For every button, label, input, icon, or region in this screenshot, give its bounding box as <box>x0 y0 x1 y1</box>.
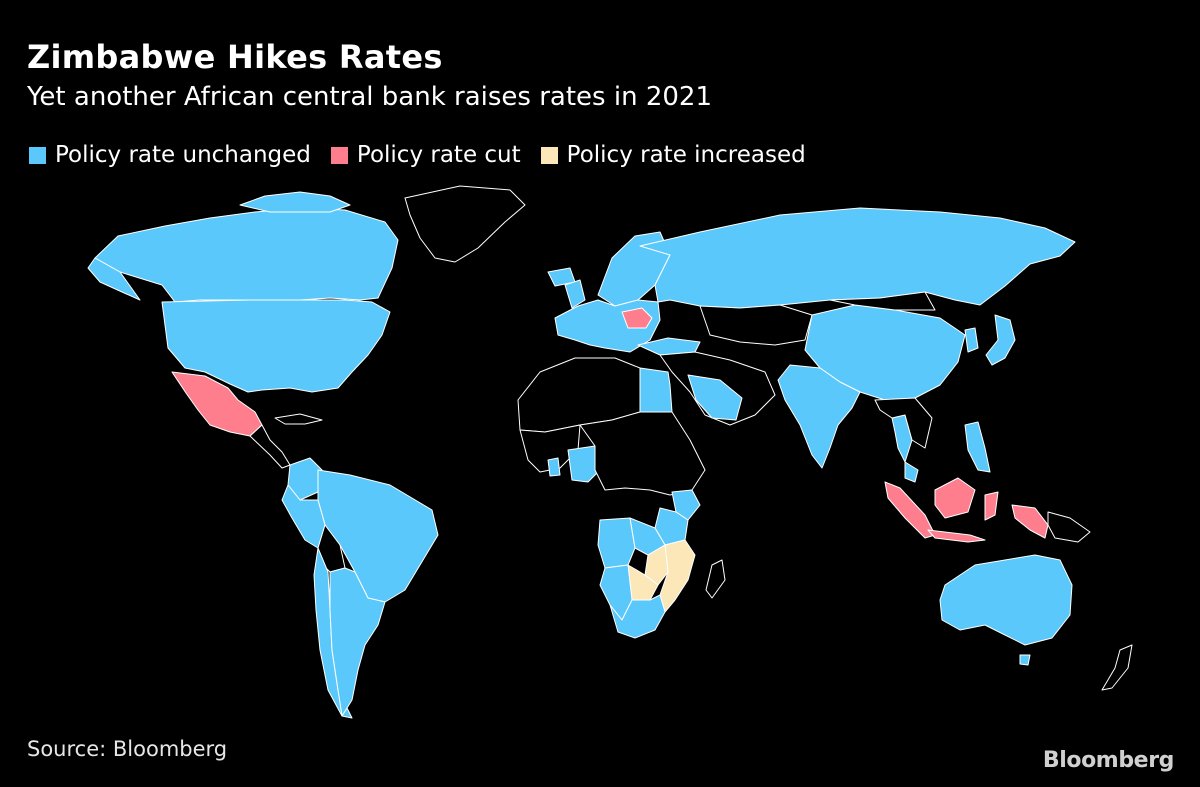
chart-title: Zimbabwe Hikes Rates <box>27 38 443 76</box>
country-mongolia <box>829 291 936 311</box>
legend-label-increased: Policy rate increased <box>566 142 806 168</box>
country-malaysia <box>904 461 919 483</box>
legend-swatch-cut <box>330 146 348 164</box>
country-saudi-arabia <box>687 374 743 421</box>
country-ghana <box>547 457 561 477</box>
legend-label-cut: Policy rate cut <box>356 142 521 168</box>
country-egypt <box>639 367 673 413</box>
country-japan <box>985 314 1016 366</box>
country-madagascar <box>705 559 726 599</box>
legend-item-cut: Policy rate cut <box>330 142 521 168</box>
country-papua-new-guinea <box>1047 511 1091 543</box>
country-indonesia-borneo <box>934 477 976 519</box>
country-new-zealand <box>1101 644 1133 691</box>
country-australia <box>939 554 1073 646</box>
country-south-africa <box>609 594 666 639</box>
country-turkey <box>637 337 701 356</box>
country-central-america <box>249 424 291 469</box>
country-canada <box>94 207 399 303</box>
legend: Policy rate unchanged Policy rate cut Po… <box>29 142 826 168</box>
country-angola <box>597 517 636 569</box>
legend-swatch-increased <box>540 146 558 164</box>
country-indonesia-papua <box>1011 504 1049 539</box>
country-argentina <box>329 567 386 717</box>
legend-swatch-unchanged <box>29 146 46 164</box>
country-southeast-asia <box>874 397 933 449</box>
country-indonesia-sumatra <box>884 481 936 539</box>
country-central-africa <box>579 411 706 496</box>
country-alaska <box>87 257 141 301</box>
country-caribbean <box>274 413 323 425</box>
country-uk <box>564 279 586 309</box>
country-russia <box>639 207 1076 309</box>
country-korea <box>964 327 979 353</box>
chart-subtitle: Yet another African central bank raises … <box>27 82 712 112</box>
country-canada-islands <box>239 191 351 213</box>
legend-item-unchanged: Policy rate unchanged <box>29 142 311 168</box>
country-zimbabwe <box>644 544 669 586</box>
legend-label-unchanged: Policy rate unchanged <box>55 142 311 168</box>
bloomberg-logo: Bloomberg <box>1042 748 1175 773</box>
country-tasmania <box>1019 654 1031 666</box>
source-note: Source: Bloomberg <box>27 737 228 761</box>
country-mozambique <box>659 539 696 613</box>
country-greenland <box>404 185 526 263</box>
country-india <box>777 364 861 469</box>
country-usa <box>161 299 391 393</box>
country-romania <box>621 307 653 329</box>
country-indonesia-sulawesi <box>984 491 999 521</box>
country-nigeria <box>567 445 601 483</box>
country-kenya <box>671 489 701 521</box>
legend-item-increased: Policy rate increased <box>540 142 806 168</box>
country-kazakhstan <box>699 304 813 346</box>
country-indonesia-java <box>927 529 986 543</box>
country-philippines <box>964 421 991 473</box>
